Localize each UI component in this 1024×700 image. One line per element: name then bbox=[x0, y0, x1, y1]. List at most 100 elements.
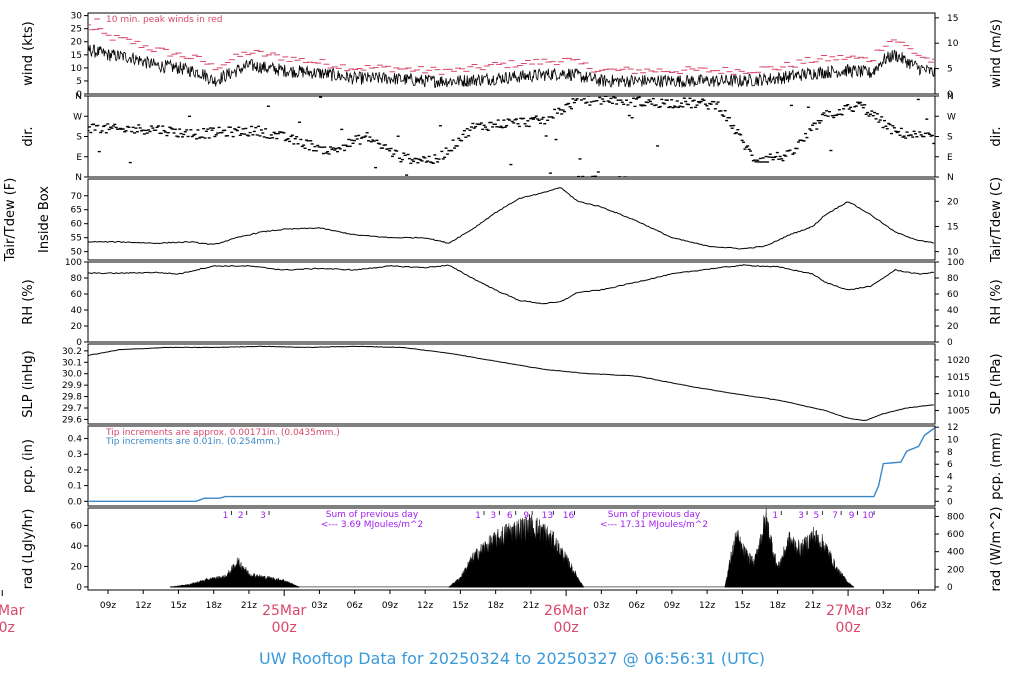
panel-frame bbox=[87, 12, 936, 95]
x-tick-label: 06z bbox=[629, 601, 645, 611]
plot-area bbox=[88, 187, 935, 250]
plot-area bbox=[170, 508, 854, 588]
y-tick-label: 15 bbox=[71, 51, 82, 61]
y-tick-label: N bbox=[75, 173, 82, 183]
x-tick-label: 09z bbox=[664, 601, 680, 611]
radiation-area bbox=[170, 508, 854, 588]
panel-slp: SLP (inHg) SLP (hPa) 29.629.729.8 29.930.0 3… bbox=[21, 343, 1004, 425]
y-axis-label: dir. bbox=[21, 126, 36, 146]
hour-mark-label: 9 bbox=[849, 511, 855, 521]
x-tick-label: 12z bbox=[417, 601, 433, 611]
y-tick-label-right: 20 bbox=[947, 197, 959, 207]
y-tick-label-right: 60 bbox=[947, 290, 959, 300]
tip-note-blue: Tip increments are 0.01in. (0.254mm.) bbox=[105, 437, 280, 447]
y-tick-label: 50 bbox=[71, 248, 83, 258]
y-tick-label-right: 400 bbox=[947, 548, 964, 558]
y-tick-label: 80 bbox=[71, 274, 83, 284]
x-tick-label: 03z bbox=[311, 601, 327, 611]
x-tick-label: 21z bbox=[523, 601, 539, 611]
y-tick-label: 30.0 bbox=[62, 370, 82, 380]
y-tick-label-right: 8 bbox=[947, 448, 953, 458]
y-tick-label-right: 10 bbox=[947, 436, 959, 446]
y-tick-label: 0.4 bbox=[68, 435, 83, 445]
y-tick-label: 10 bbox=[71, 64, 83, 74]
y-tick-label: 5 bbox=[76, 77, 82, 87]
y-tick-label-right: 20 bbox=[947, 322, 959, 332]
y-tick-label: 0 bbox=[76, 583, 82, 593]
y-axis-label-right: wind (m/s) bbox=[989, 19, 1004, 88]
x-tick-label: 21z bbox=[805, 601, 821, 611]
precip-series-line bbox=[88, 427, 935, 502]
x-tick-label: 18z bbox=[206, 601, 222, 611]
panel-precipitation: pcp. (in) pcp. (mm) 0.0 0.1 0.2 0.3 0.4 0 2 4 6 8 10… bbox=[21, 423, 1004, 507]
y-tick-label: 0.0 bbox=[68, 497, 83, 507]
y-tick-label-right: 2 bbox=[947, 485, 953, 495]
panel-frame bbox=[87, 343, 936, 425]
y-tick-label-right: W bbox=[947, 112, 956, 122]
day-label: 25Mar bbox=[262, 603, 306, 619]
panel-frame bbox=[87, 507, 936, 591]
y-axis-label-right: rad (W/m^2) bbox=[989, 507, 1004, 592]
y-axis-label-right: Tair/Tdew (C) bbox=[989, 177, 1004, 263]
y-axis-label-right: SLP (hPa) bbox=[989, 353, 1004, 414]
day-label: 26Mar bbox=[544, 603, 588, 619]
x-tick-label: 15z bbox=[734, 601, 750, 611]
y-axis-label: pcp. (in) bbox=[21, 439, 36, 493]
y-tick-label: 29.7 bbox=[62, 404, 82, 414]
y-tick-label-right: 80 bbox=[947, 274, 959, 284]
hour-mark-label: 9 bbox=[523, 511, 529, 521]
panel-frame bbox=[87, 178, 936, 261]
y-tick-label: 30.2 bbox=[62, 347, 82, 357]
x-tick-label: 12z bbox=[699, 601, 715, 611]
y-tick-label-right: 1020 bbox=[947, 356, 970, 366]
sum-value-day2: <--- 17.31 MJoules/m^2 bbox=[600, 520, 708, 530]
y-tick-label-right: 15 bbox=[947, 222, 958, 232]
y-tick-label: 70 bbox=[71, 192, 83, 202]
plot-area bbox=[88, 24, 935, 88]
y-tick-label-right: 5 bbox=[947, 65, 953, 75]
sum-note-day2: Sum of previous day bbox=[608, 510, 701, 520]
y-tick-label: W bbox=[73, 112, 82, 122]
y-axis-label: wind (kts) bbox=[21, 21, 36, 85]
y-tick-label: 29.6 bbox=[62, 415, 82, 425]
hour-mark-label: 1 bbox=[223, 511, 229, 521]
y-tick-label-right: 1015 bbox=[947, 373, 970, 383]
y-tick-label-right: 600 bbox=[947, 530, 964, 540]
y-tick-label: 100 bbox=[65, 258, 82, 268]
y-axis-label: Tair/Tdew (F) bbox=[3, 178, 18, 263]
y-axis-label: rad (Lgly/hr) bbox=[21, 509, 36, 590]
tip-note-red: Tip increments are approx. 0.00171in. (0… bbox=[105, 428, 340, 438]
y-tick-label-right: 10 bbox=[947, 248, 959, 258]
day-hour-label: 00z bbox=[554, 620, 579, 636]
x-tick-label: 03z bbox=[593, 601, 609, 611]
hour-mark-label: 1 bbox=[475, 511, 481, 521]
y-tick-label-right: N bbox=[947, 92, 954, 102]
y-tick-label: 40 bbox=[71, 542, 83, 552]
panel-frame bbox=[87, 261, 936, 343]
temperature-series-line bbox=[88, 187, 935, 250]
panel-temperature: Tair/Tdew (F) Inside Box Tair/Tdew (C) 50 55… bbox=[3, 177, 1004, 263]
y-tick-label: 30 bbox=[71, 12, 83, 22]
rh-series-line bbox=[88, 264, 934, 305]
y-tick-label: 0 bbox=[76, 338, 82, 348]
x-tick-label: 21z bbox=[241, 601, 257, 611]
y-tick-label-right: 800 bbox=[947, 512, 964, 522]
panel-frame bbox=[87, 425, 936, 507]
y-tick-label: 30.1 bbox=[62, 358, 82, 368]
y-tick-label: 0.2 bbox=[68, 466, 82, 476]
y-tick-label-right: 10 bbox=[947, 39, 959, 49]
y-tick-label-right: 0 bbox=[947, 497, 953, 507]
y-tick-label: N bbox=[75, 92, 82, 102]
panel-wind: wind (kts) wind (m/s) 0 5 10 15 20 25 30 0 5 10 15 10… bbox=[21, 12, 1004, 100]
day-hour-label: 00z bbox=[0, 620, 15, 636]
hour-mark-label: 3 bbox=[260, 511, 266, 521]
y-tick-label-right: 4 bbox=[947, 473, 953, 483]
plot-area bbox=[88, 96, 935, 177]
hour-mark-label: 3 bbox=[798, 511, 804, 521]
panel-radiation: rad (Lgly/hr) rad (W/m^2)0204060020040060… bbox=[21, 507, 1004, 593]
y-tick-label-right: 100 bbox=[947, 258, 964, 268]
x-axis: 09z 12z 15z 18z 21z 03z 06z 09z 12z 15z 18z 21z 03z 0… bbox=[0, 590, 927, 636]
y-tick-label-right: 6 bbox=[947, 460, 953, 470]
peak-wind-note: 10 min. peak winds in red bbox=[106, 15, 223, 25]
